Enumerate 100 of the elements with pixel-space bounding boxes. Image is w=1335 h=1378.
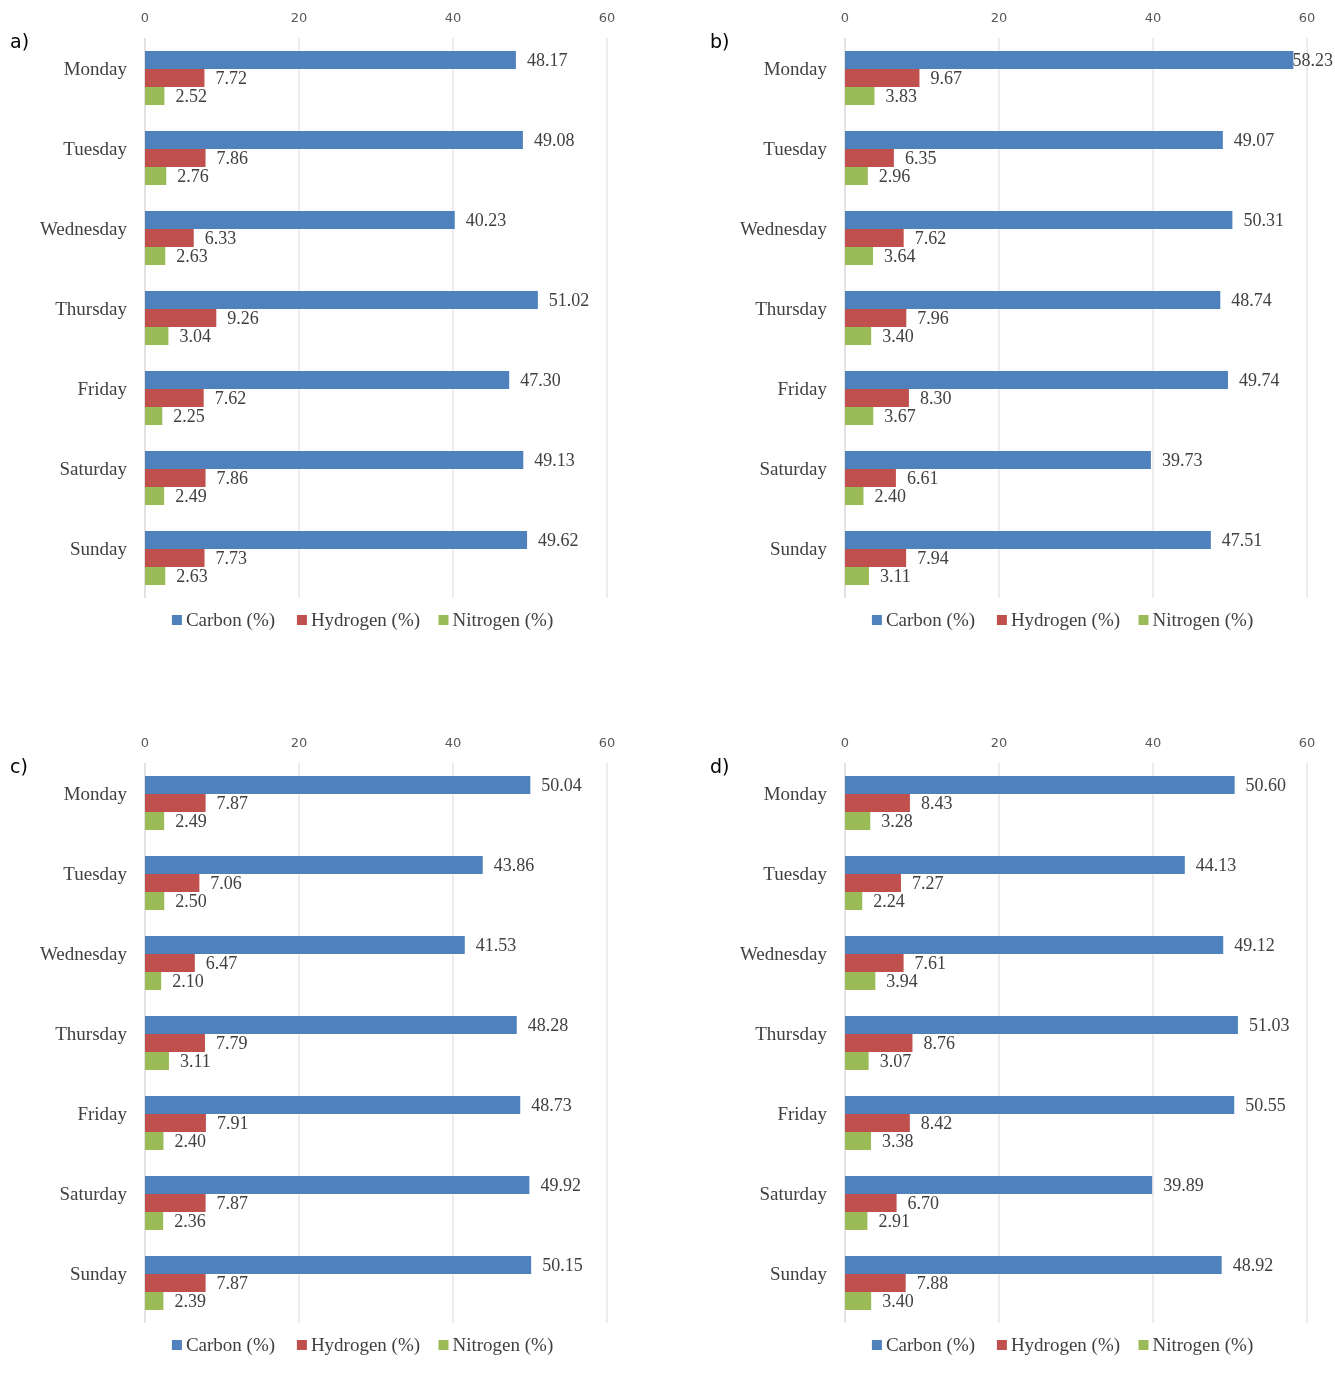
x-tick-label: 60 [1298, 735, 1316, 750]
data-label: 2.91 [878, 1211, 910, 1231]
bar [845, 229, 904, 247]
bar [145, 211, 455, 229]
data-label: 3.28 [881, 811, 913, 831]
legend-label: Carbon (%) [185, 609, 276, 631]
bar [845, 794, 910, 812]
data-label: 7.87 [216, 793, 249, 813]
bar [845, 1176, 1153, 1194]
y-tick-label: Tuesday [763, 863, 828, 884]
data-label: 40.23 [465, 210, 507, 230]
data-label: 6.70 [907, 1193, 940, 1213]
y-tick-label: Tuesday [63, 863, 128, 884]
x-tick-label: 20 [990, 735, 1008, 750]
data-label: 39.73 [1161, 450, 1203, 470]
data-label: 6.61 [906, 468, 939, 488]
x-tick-label: 40 [444, 735, 462, 750]
bar [145, 407, 163, 425]
bar [145, 1096, 521, 1114]
data-label: 8.30 [919, 388, 952, 408]
data-label: 7.91 [216, 1113, 249, 1133]
x-tick-label: 60 [1298, 10, 1316, 25]
bar [145, 291, 538, 309]
chart-title: c) [10, 755, 28, 777]
y-tick-label: Monday [63, 58, 128, 79]
legend-label: Hydrogen (%) [310, 609, 421, 631]
y-tick-label: Friday [77, 378, 128, 399]
y-tick-label: Monday [63, 783, 128, 804]
x-tick-label: 0 [840, 10, 850, 25]
bar [845, 247, 874, 265]
bar [145, 247, 166, 265]
chart-title: a) [10, 30, 30, 52]
bar [145, 567, 166, 585]
bar [845, 211, 1233, 229]
legend-label: Carbon (%) [185, 1334, 276, 1356]
bar [145, 776, 531, 794]
x-tick-label: 40 [444, 10, 462, 25]
bar [845, 1016, 1238, 1034]
bar [145, 1176, 530, 1194]
data-label: 9.26 [227, 308, 259, 328]
bar [845, 87, 875, 105]
bar [845, 487, 864, 505]
bar [845, 1034, 913, 1052]
data-label: 48.28 [527, 1015, 569, 1035]
bar [845, 1292, 872, 1310]
y-tick-label: Tuesday [63, 138, 128, 159]
bar [145, 309, 217, 327]
data-label: 49.08 [533, 130, 575, 150]
bar [845, 1212, 868, 1230]
bar [845, 549, 907, 567]
bar [845, 371, 1228, 389]
data-label: 2.63 [176, 566, 208, 586]
data-label: 50.55 [1245, 1095, 1286, 1115]
bar [145, 469, 206, 487]
bar [845, 972, 876, 990]
data-label: 2.40 [874, 486, 906, 506]
bar [145, 487, 165, 505]
bar [845, 407, 874, 425]
bar [145, 812, 165, 830]
data-label: 50.60 [1245, 775, 1287, 795]
bar [845, 874, 901, 892]
data-label: 7.73 [215, 548, 248, 568]
bar [145, 972, 162, 990]
data-label: 2.36 [174, 1211, 206, 1231]
data-label: 49.12 [1234, 935, 1275, 955]
data-label: 3.83 [885, 86, 917, 106]
data-label: 2.39 [174, 1291, 206, 1311]
data-label: 7.72 [215, 68, 247, 88]
data-label: 49.74 [1239, 370, 1280, 390]
data-label: 3.38 [882, 1131, 914, 1151]
bar [845, 776, 1235, 794]
bar [845, 1114, 910, 1132]
data-label: 7.86 [216, 148, 249, 168]
y-tick-label: Wednesday [739, 943, 828, 964]
bar [145, 69, 205, 87]
y-tick-label: Wednesday [739, 218, 828, 239]
y-tick-label: Wednesday [39, 943, 128, 964]
bar [145, 1034, 205, 1052]
y-tick-label: Sunday [70, 1263, 128, 1284]
bar [845, 531, 1211, 549]
data-label: 58.23 [1292, 50, 1333, 70]
bar [145, 1016, 517, 1034]
y-tick-label: Saturday [759, 458, 828, 479]
data-label: 7.88 [916, 1273, 949, 1293]
bar [845, 1274, 906, 1292]
bar [145, 327, 169, 345]
bar [145, 856, 483, 874]
data-label: 2.25 [173, 406, 205, 426]
data-label: 49.07 [1233, 130, 1275, 150]
data-label: 2.52 [175, 86, 207, 106]
data-label: 3.64 [884, 246, 916, 266]
bar [145, 1052, 169, 1070]
legend-label: Hydrogen (%) [1010, 1334, 1121, 1356]
bar [845, 451, 1151, 469]
legend-label: Hydrogen (%) [310, 1334, 421, 1356]
data-label: 49.62 [538, 530, 579, 550]
y-tick-label: Friday [777, 1103, 828, 1124]
bar [845, 892, 863, 910]
data-label: 8.43 [920, 793, 953, 813]
bar [145, 1212, 164, 1230]
